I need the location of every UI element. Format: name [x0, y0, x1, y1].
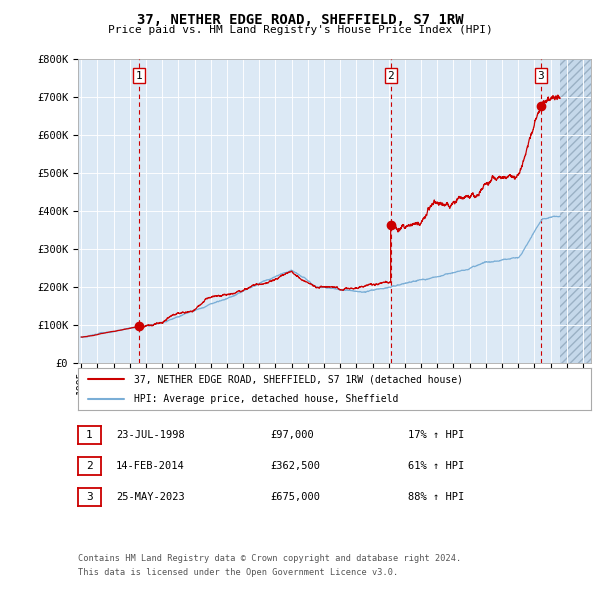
Text: £97,000: £97,000 — [270, 430, 314, 440]
Text: HPI: Average price, detached house, Sheffield: HPI: Average price, detached house, Shef… — [134, 394, 399, 404]
Text: 37, NETHER EDGE ROAD, SHEFFIELD, S7 1RW (detached house): 37, NETHER EDGE ROAD, SHEFFIELD, S7 1RW … — [134, 375, 463, 385]
Text: 3: 3 — [538, 71, 544, 81]
Text: 88% ↑ HPI: 88% ↑ HPI — [408, 492, 464, 502]
Text: Contains HM Land Registry data © Crown copyright and database right 2024.: Contains HM Land Registry data © Crown c… — [78, 554, 461, 563]
Text: This data is licensed under the Open Government Licence v3.0.: This data is licensed under the Open Gov… — [78, 568, 398, 577]
Text: 61% ↑ HPI: 61% ↑ HPI — [408, 461, 464, 471]
Bar — [560, 59, 591, 363]
Text: 3: 3 — [86, 492, 93, 502]
Text: £675,000: £675,000 — [270, 492, 320, 502]
Text: 23-JUL-1998: 23-JUL-1998 — [116, 430, 185, 440]
Text: 17% ↑ HPI: 17% ↑ HPI — [408, 430, 464, 440]
Text: 1: 1 — [86, 430, 93, 440]
Text: 2: 2 — [387, 71, 394, 81]
Text: Price paid vs. HM Land Registry's House Price Index (HPI): Price paid vs. HM Land Registry's House … — [107, 25, 493, 35]
Text: 14-FEB-2014: 14-FEB-2014 — [116, 461, 185, 471]
Text: 2: 2 — [86, 461, 93, 471]
Text: 1: 1 — [136, 71, 142, 81]
Text: 25-MAY-2023: 25-MAY-2023 — [116, 492, 185, 502]
Text: £362,500: £362,500 — [270, 461, 320, 471]
Text: 37, NETHER EDGE ROAD, SHEFFIELD, S7 1RW: 37, NETHER EDGE ROAD, SHEFFIELD, S7 1RW — [137, 13, 463, 27]
